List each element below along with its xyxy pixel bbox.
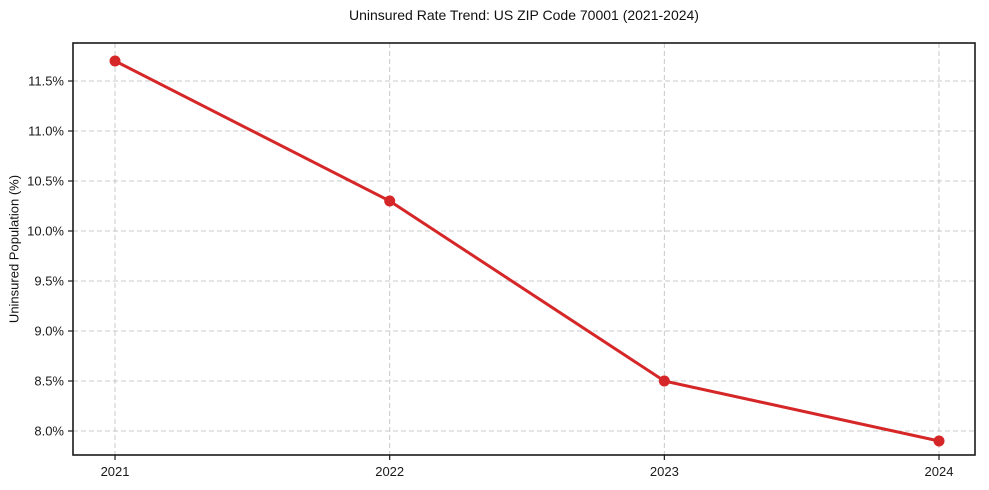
- plot-border: [72, 42, 976, 456]
- x-tick-label: 2023: [650, 464, 679, 479]
- data-point: [933, 435, 945, 447]
- data-point: [384, 195, 396, 207]
- x-tick-label: 2024: [925, 464, 954, 479]
- trend-line: [113, 59, 941, 443]
- y-tick-label: 9.0%: [34, 324, 64, 339]
- y-tick-label: 11.0%: [28, 124, 64, 139]
- chart-title: Uninsured Rate Trend: US ZIP Code 70001 …: [349, 7, 699, 23]
- y-tick-label: 10.5%: [27, 174, 64, 189]
- y-tick-label: 8.5%: [34, 374, 64, 389]
- y-tick-label: 10.0%: [27, 224, 64, 239]
- data-point: [109, 55, 121, 67]
- data-point: [658, 375, 670, 387]
- y-tick-label: 11.5%: [28, 74, 64, 89]
- y-tick-label: 8.0%: [34, 424, 64, 439]
- y-tick-label: 9.5%: [34, 274, 64, 289]
- x-tick-label: 2021: [101, 464, 130, 479]
- x-tick-label: 2022: [375, 464, 404, 479]
- y-axis-label: Uninsured Population (%): [6, 174, 22, 324]
